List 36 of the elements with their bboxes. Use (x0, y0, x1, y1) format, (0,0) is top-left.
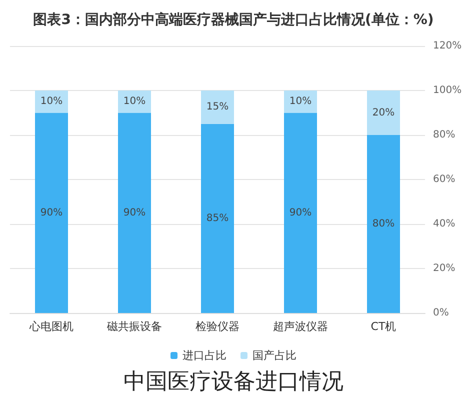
data-label: 85% (206, 212, 229, 224)
y-tick-label: 40% (433, 218, 456, 230)
data-label: 20% (372, 107, 395, 118)
legend-label: 国产占比 (252, 349, 296, 362)
data-label: 10% (40, 96, 63, 108)
legend-label: 进口占比 (182, 349, 226, 362)
bar (118, 90, 151, 113)
bar (35, 112, 68, 313)
data-label: 90% (289, 207, 312, 218)
x-tick-label: 心电图机 (28, 320, 74, 333)
data-label: 10% (289, 96, 312, 108)
x-tick-label: 超声波仪器 (273, 320, 328, 333)
data-label: 90% (40, 207, 63, 218)
x-tick-label: CT机 (370, 320, 396, 333)
y-tick-label: 100% (433, 85, 462, 96)
bar (35, 90, 68, 113)
bar (367, 135, 400, 313)
bar (201, 90, 234, 124)
y-tick-label: 20% (433, 263, 456, 274)
bar (284, 90, 317, 113)
y-tick-label: 120% (433, 40, 462, 52)
y-tick-label: 80% (433, 130, 456, 140)
data-label: 10% (123, 96, 146, 108)
y-tick-label: 0% (433, 308, 449, 318)
data-label: 80% (372, 218, 395, 230)
bar (201, 124, 234, 313)
bar (284, 112, 317, 313)
x-tick-label: 磁共振设备 (106, 320, 162, 333)
chart-title: 图表3：国内部分中高端医疗器械国产与进口占比情况(单位：%) (33, 11, 434, 28)
data-label: 15% (206, 102, 229, 113)
x-tick-label: 检验仪器 (196, 320, 240, 333)
bar (118, 112, 151, 313)
data-label: 90% (123, 207, 146, 218)
bar (367, 90, 400, 135)
text: 中国医疗设备进口情况 (124, 370, 344, 394)
y-tick-label: 60% (433, 174, 456, 185)
